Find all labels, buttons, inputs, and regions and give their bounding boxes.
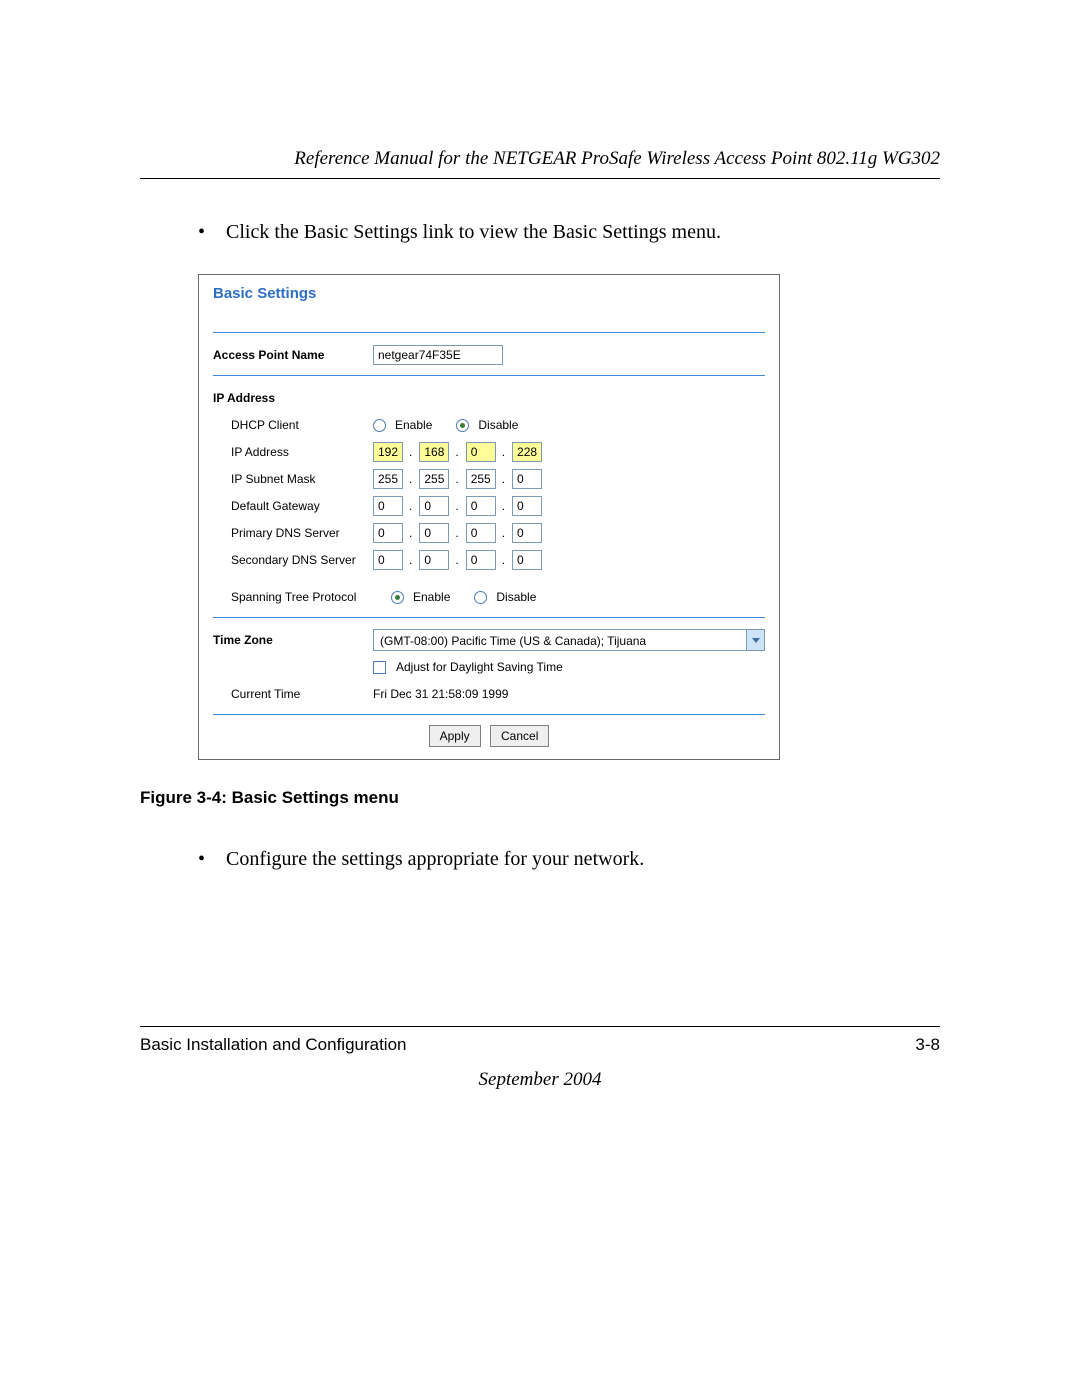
bullet-text: Configure the settings appropriate for y… <box>226 848 644 871</box>
footer-date: September 2004 <box>140 1069 940 1091</box>
dhcp-disable-radio[interactable] <box>456 419 469 432</box>
dns2-o2[interactable] <box>419 550 449 570</box>
curtime-label: Current Time <box>213 687 373 701</box>
basic-settings-panel: Basic Settings Access Point Name IP Addr… <box>198 274 780 760</box>
bullet-item: • Click the Basic Settings link to view … <box>198 221 940 244</box>
dns2-label: Secondary DNS Server <box>213 553 373 567</box>
gw-o3[interactable] <box>466 496 496 516</box>
tz-value: (GMT-08:00) Pacific Time (US & Canada); … <box>374 630 746 650</box>
dns1-o1[interactable] <box>373 523 403 543</box>
dhcp-disable-label: Disable <box>478 418 518 432</box>
ip-o2[interactable] <box>419 442 449 462</box>
ip-addr-fields: . . . <box>373 442 765 462</box>
subnet-label: IP Subnet Mask <box>213 472 373 486</box>
dns2-o4[interactable] <box>512 550 542 570</box>
divider <box>213 332 765 333</box>
dns2-o3[interactable] <box>466 550 496 570</box>
figure-caption: Figure 3-4: Basic Settings menu <box>140 788 940 808</box>
cancel-button[interactable]: Cancel <box>490 725 549 747</box>
stp-disable-radio[interactable] <box>474 591 487 604</box>
dns1-o4[interactable] <box>512 523 542 543</box>
footer-left: Basic Installation and Configuration <box>140 1035 407 1055</box>
dns2-o1[interactable] <box>373 550 403 570</box>
footer-right: 3-8 <box>915 1035 940 1055</box>
divider <box>213 375 765 376</box>
stp-enable-label: Enable <box>413 590 450 604</box>
doc-header: Reference Manual for the NETGEAR ProSafe… <box>140 148 940 179</box>
ip-o4[interactable] <box>512 442 542 462</box>
dns1-label: Primary DNS Server <box>213 526 373 540</box>
panel-title: Basic Settings <box>213 285 765 302</box>
bullet-text: Click the Basic Settings link to view th… <box>226 221 721 244</box>
dst-label: Adjust for Daylight Saving Time <box>396 660 563 674</box>
chevron-down-icon <box>746 630 764 650</box>
dns1-o2[interactable] <box>419 523 449 543</box>
stp-label: Spanning Tree Protocol <box>213 590 391 604</box>
bullet-marker: • <box>198 848 226 871</box>
ip-o3[interactable] <box>466 442 496 462</box>
bullet-item: • Configure the settings appropriate for… <box>198 848 940 871</box>
subnet-o4[interactable] <box>512 469 542 489</box>
subnet-o1[interactable] <box>373 469 403 489</box>
tz-label: Time Zone <box>213 633 373 647</box>
subnet-o3[interactable] <box>466 469 496 489</box>
bullet-marker: • <box>198 221 226 244</box>
gw-o1[interactable] <box>373 496 403 516</box>
ap-name-label: Access Point Name <box>213 348 373 362</box>
gw-label: Default Gateway <box>213 499 373 513</box>
ip-section-label: IP Address <box>213 391 373 405</box>
page-footer: Basic Installation and Configuration 3-8… <box>140 1020 940 1091</box>
figure-screenshot: Basic Settings Access Point Name IP Addr… <box>198 274 940 760</box>
dns1-o3[interactable] <box>466 523 496 543</box>
apply-button[interactable]: Apply <box>429 725 481 747</box>
ip-o1[interactable] <box>373 442 403 462</box>
dhcp-label: DHCP Client <box>213 418 373 432</box>
dhcp-enable-radio[interactable] <box>373 419 386 432</box>
ip-addr-label: IP Address <box>213 445 373 459</box>
stp-disable-label: Disable <box>496 590 536 604</box>
curtime-value: Fri Dec 31 21:58:09 1999 <box>373 687 508 701</box>
divider <box>213 714 765 715</box>
tz-select[interactable]: (GMT-08:00) Pacific Time (US & Canada); … <box>373 629 765 651</box>
dst-checkbox[interactable] <box>373 661 386 674</box>
stp-enable-radio[interactable] <box>391 591 404 604</box>
divider <box>213 617 765 618</box>
gw-o2[interactable] <box>419 496 449 516</box>
gw-o4[interactable] <box>512 496 542 516</box>
dhcp-enable-label: Enable <box>395 418 432 432</box>
ap-name-input[interactable] <box>373 345 503 365</box>
subnet-o2[interactable] <box>419 469 449 489</box>
